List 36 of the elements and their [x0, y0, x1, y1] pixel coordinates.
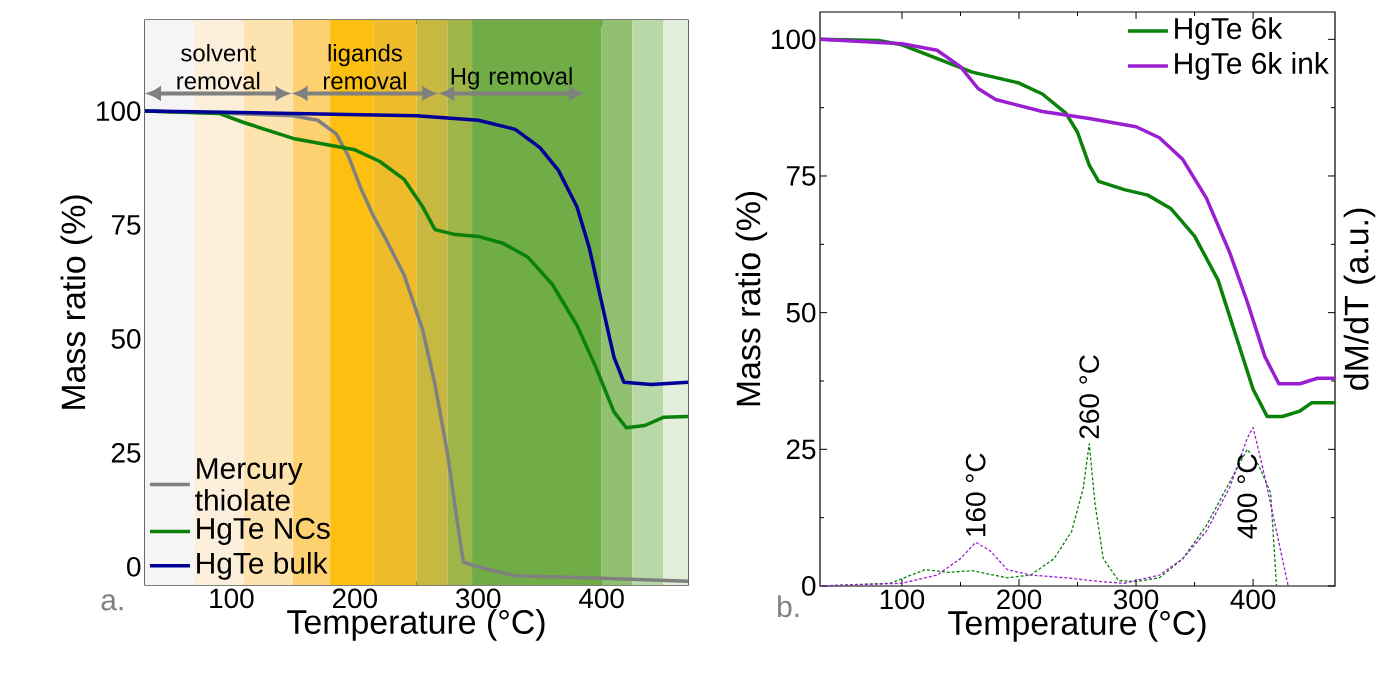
annotation: Hg removal: [451, 67, 572, 90]
legend-label: Mercury thiolate: [195, 458, 303, 511]
x-tick-label: 400: [579, 588, 624, 609]
y2-axis-title: dM/dT (a.u.): [1343, 208, 1376, 390]
y-tick-label: 25: [786, 439, 816, 460]
annotation: 160 °C: [965, 453, 986, 536]
legend-label: HgTe 6k: [1175, 17, 1283, 46]
x-tick-label: 300: [456, 588, 501, 609]
x-axis-title: Temperature (°C): [948, 610, 1206, 642]
annotation: solvent removal: [177, 43, 260, 90]
legend-label: HgTe 6k ink: [1175, 52, 1329, 80]
y-axis-title: Mass ratio (%): [735, 191, 768, 406]
y-axis-title: Mass ratio (%): [60, 195, 93, 409]
annotation: 260 °C: [1079, 355, 1100, 439]
legend-label: HgTe bulk: [197, 551, 328, 580]
text: a.: [101, 594, 123, 611]
y-tick-label: 75: [111, 215, 141, 235]
y-tick-label: 0: [127, 556, 141, 577]
y-tick-label: 50: [111, 329, 141, 349]
y-tick-label: 100: [97, 101, 141, 121]
y-tick-label: 75: [786, 166, 816, 186]
x-tick-label: 100: [210, 588, 254, 609]
annotation: 400 °C: [1237, 454, 1258, 539]
text: b.: [778, 595, 799, 618]
annotation: ligands removal: [324, 43, 406, 90]
x-tick-label: 200: [997, 589, 1042, 610]
x-tick-label: 400: [1230, 589, 1276, 610]
y-tick-label: 25: [111, 442, 141, 463]
x-axis-title: Temperature (°C): [287, 609, 545, 641]
y-tick-label: 50: [786, 302, 816, 323]
y-tick-label: 100: [772, 29, 816, 50]
x-tick-label: 300: [1113, 589, 1159, 610]
legend-label: HgTe NCs: [197, 517, 330, 545]
x-tick-label: 200: [332, 588, 377, 609]
x-tick-label: 100: [880, 589, 925, 610]
y-tick-label: 0: [802, 576, 816, 596]
